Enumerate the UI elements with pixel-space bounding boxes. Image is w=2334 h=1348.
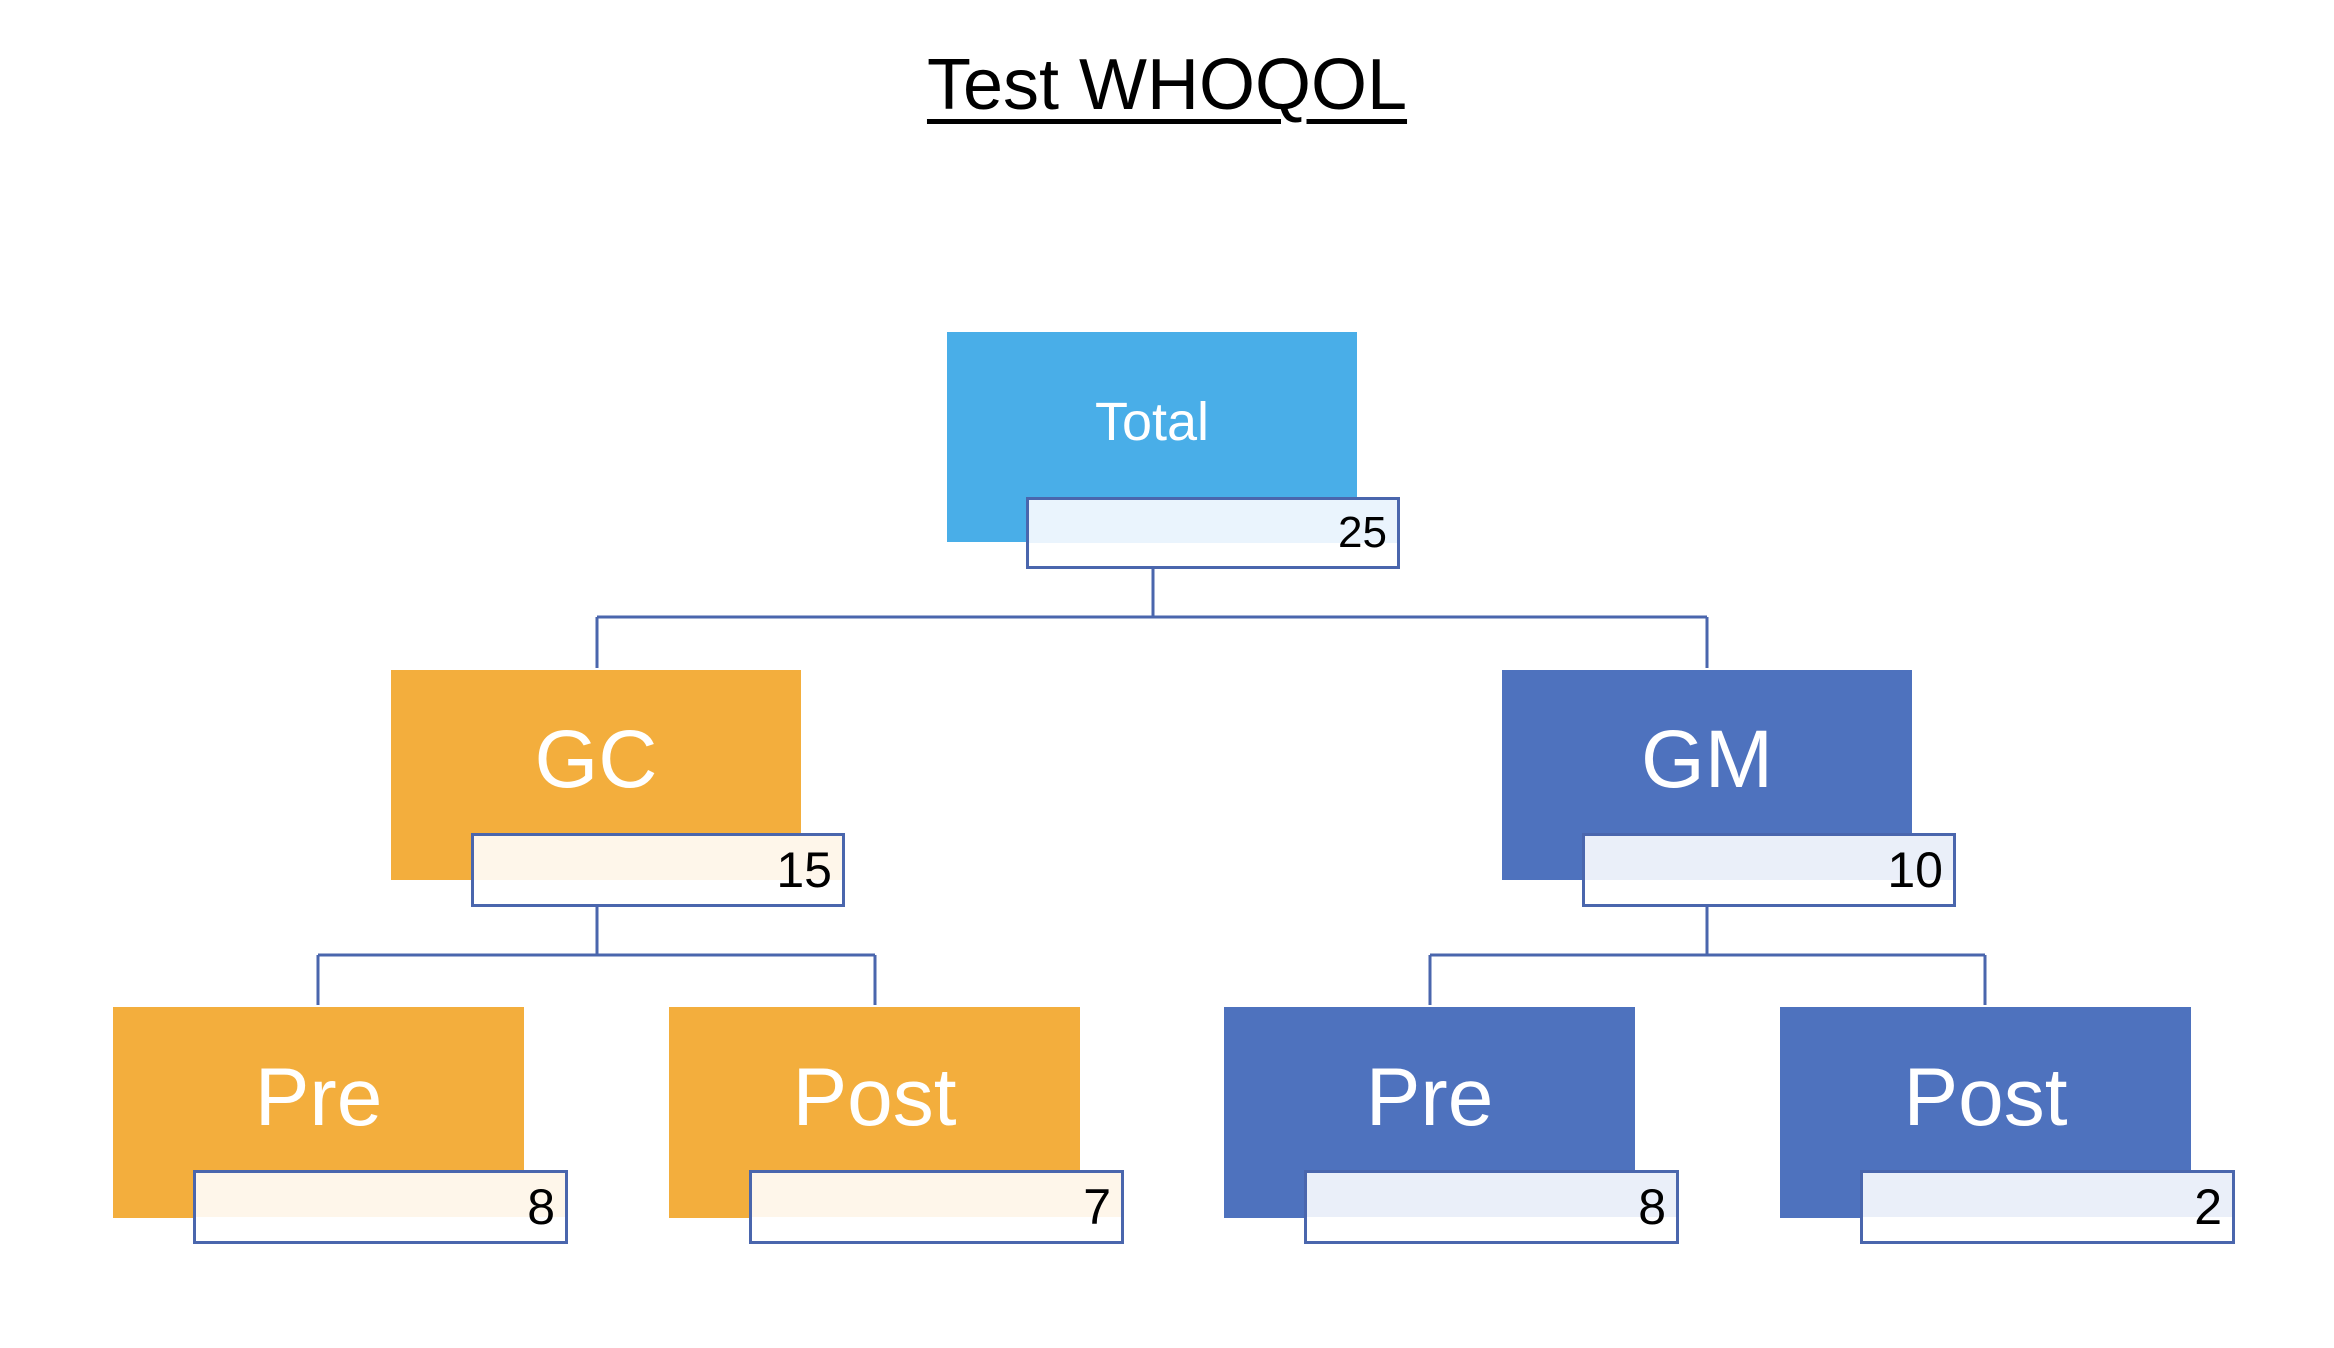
- node-gm-pre-label: Pre: [1365, 1051, 1494, 1143]
- node-gm-post-label: Post: [1903, 1051, 2068, 1143]
- node-gm-label: GM: [1640, 714, 1774, 805]
- connector-gc-children: [316, 905, 877, 1005]
- node-gm-value-box: 10: [1582, 833, 1956, 907]
- connector-root-children: [595, 567, 1709, 668]
- node-gc-value: 15: [776, 842, 832, 898]
- node-gc-pre-label: Pre: [254, 1051, 383, 1143]
- node-gm-post-value-box: 2: [1860, 1170, 2235, 1244]
- node-total-label: Total: [1094, 392, 1210, 452]
- node-gm-post-value: 2: [2194, 1179, 2222, 1235]
- node-gm-pre-value: 8: [1638, 1179, 1666, 1235]
- node-gm-value: 10: [1887, 842, 1943, 898]
- node-gc-post-label: Post: [792, 1051, 957, 1143]
- node-gc-pre-value-box: 8: [193, 1170, 568, 1244]
- node-total-value-box: 25: [1026, 497, 1400, 569]
- connector-gm-children: [1428, 905, 1987, 1005]
- node-gc-value-box: 15: [471, 833, 845, 907]
- node-gc-post-value: 7: [1083, 1179, 1111, 1235]
- node-gc-pre-value: 8: [527, 1179, 555, 1235]
- node-gm-pre-value-box: 8: [1304, 1170, 1679, 1244]
- diagram-title: Test WHOQOL: [926, 45, 1408, 125]
- node-gc-label: GC: [534, 714, 658, 805]
- node-total-value: 25: [1338, 508, 1387, 557]
- node-gc-post-value-box: 7: [749, 1170, 1124, 1244]
